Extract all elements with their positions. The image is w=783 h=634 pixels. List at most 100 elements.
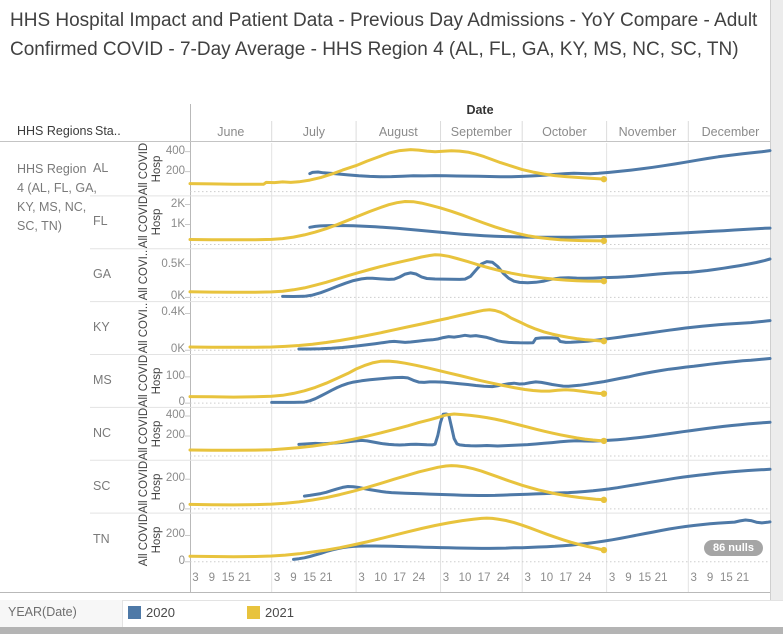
vertical-scrollbar-track[interactable]: [770, 0, 783, 600]
legend-title-cell: [0, 600, 123, 627]
day-tick-label: 9: [290, 572, 297, 584]
state-row-header-fl[interactable]: FL: [93, 214, 108, 229]
series-line-2020-KY[interactable]: [297, 319, 772, 351]
day-tick-label: 9: [625, 572, 632, 584]
series-endpoint-dot-KY[interactable]: [600, 337, 608, 345]
y-tick-label: 400: [165, 144, 185, 157]
day-tick-label: 15: [638, 572, 652, 584]
series-line-2020-NC[interactable]: [297, 412, 772, 448]
series-line-2021-NC[interactable]: [188, 412, 606, 452]
day-tick-label: 10: [458, 572, 472, 584]
month-label-november[interactable]: November: [618, 125, 677, 139]
month-label-july[interactable]: July: [302, 125, 325, 139]
day-tick-label: 3: [442, 572, 450, 584]
y-tick-label: 0.4K: [161, 306, 185, 319]
series-endpoint-dot-AL[interactable]: [600, 175, 608, 183]
day-tick-label: 24: [412, 572, 426, 584]
day-tick-label: 15: [720, 572, 733, 584]
y-tick-label: 200: [165, 472, 185, 485]
legend-swatch-2020[interactable]: [128, 606, 141, 619]
legend-item-label-2020[interactable]: 2020: [146, 605, 175, 620]
state-row-header-tn[interactable]: TN: [93, 531, 110, 546]
day-tick-label: 3: [358, 572, 365, 584]
state-row-header-al[interactable]: AL: [93, 161, 109, 176]
series-line-2021-GA[interactable]: [188, 253, 606, 294]
y-tick-label: 0K: [170, 290, 185, 303]
day-tick-label: 10: [540, 572, 554, 584]
y-tick-label: 100: [165, 369, 185, 382]
y-tick-label: 200: [165, 429, 185, 442]
series-line-2020-SC[interactable]: [302, 467, 772, 498]
state-row-header-ky[interactable]: KY: [93, 320, 110, 335]
month-label-december[interactable]: December: [701, 125, 760, 139]
series-line-2021-MS[interactable]: [188, 359, 606, 399]
series-line-2021-SC[interactable]: [188, 464, 606, 507]
y-tick-label: 0.5K: [161, 257, 185, 270]
day-tick-label: 3: [524, 572, 531, 584]
y-tick-label: 0K: [170, 343, 185, 356]
day-tick-label: 17: [559, 572, 573, 584]
day-tick-label: 21: [654, 572, 668, 584]
column-header-state[interactable]: Sta..: [95, 124, 121, 138]
legend-swatch-2021[interactable]: [247, 606, 260, 619]
y-tick-label: 200: [165, 164, 185, 177]
series-line-2021-KY[interactable]: [188, 308, 606, 349]
day-tick-label: 10: [374, 572, 387, 584]
state-row-header-ms[interactable]: MS: [93, 372, 112, 387]
state-row-header-ga[interactable]: GA: [93, 267, 112, 282]
day-tick-label: 24: [496, 572, 510, 584]
month-label-august[interactable]: August: [378, 125, 418, 139]
series-endpoint-dot-TN[interactable]: [600, 546, 608, 554]
day-tick-label: 24: [578, 572, 592, 584]
day-tick-label: 3: [608, 572, 616, 584]
day-tick-label: 21: [319, 572, 333, 584]
series-line-2021-TN[interactable]: [188, 516, 606, 559]
day-tick-label: 3: [690, 572, 697, 584]
series-endpoint-dot-SC[interactable]: [600, 496, 608, 504]
region-row-header[interactable]: HHS Region: [17, 162, 87, 176]
day-tick-label: 3: [192, 572, 199, 584]
page-title: HHS Hospital Impact and Patient Data - P…: [10, 10, 758, 60]
month-label-october[interactable]: October: [542, 125, 587, 139]
day-tick-label: 9: [208, 572, 215, 584]
y-tick-label: 0: [178, 501, 185, 514]
day-tick-label: 15: [221, 572, 235, 584]
y-tick-label: 0: [178, 554, 185, 567]
day-tick-label: 21: [736, 572, 750, 584]
series-line-2021-AL[interactable]: [188, 148, 606, 186]
day-tick-label: 3: [273, 572, 281, 584]
day-tick-label: 17: [477, 572, 491, 584]
series-line-2020-GA[interactable]: [281, 257, 772, 298]
day-tick-label: 15: [303, 572, 317, 584]
legend-item-label-2021[interactable]: 2021: [265, 605, 294, 620]
y-tick-label: 400: [165, 409, 185, 422]
legend-title: YEAR(Date): [8, 605, 77, 619]
horizontal-scrollbar[interactable]: [0, 627, 783, 634]
series-line-2020-MS[interactable]: [270, 357, 772, 404]
series-line-2021-FL[interactable]: [188, 200, 606, 243]
column-header-hhs-regions[interactable]: HHS Regions: [17, 124, 93, 138]
y-tick-label: 1K: [170, 217, 185, 230]
day-tick-label: 21: [238, 572, 251, 584]
state-row-header-nc[interactable]: NC: [93, 425, 112, 440]
series-endpoint-dot-GA[interactable]: [600, 277, 608, 285]
day-tick-label: 9: [706, 572, 714, 584]
series-endpoint-dot-NC[interactable]: [600, 437, 608, 445]
y-tick-label: 2K: [170, 197, 185, 210]
date-axis-header: Date: [466, 103, 494, 117]
series-line-2020-FL[interactable]: [308, 224, 772, 239]
y-tick-label: 0: [178, 396, 185, 409]
month-label-june[interactable]: June: [217, 125, 245, 139]
series-endpoint-dot-FL[interactable]: [600, 237, 608, 245]
month-label-september[interactable]: September: [450, 125, 512, 139]
series-endpoint-dot-MS[interactable]: [600, 390, 608, 397]
day-tick-label: 17: [393, 572, 407, 584]
state-row-header-sc[interactable]: SC: [93, 478, 111, 493]
region-row-header[interactable]: 4 (AL, FL, GA,: [17, 181, 97, 195]
region-row-header[interactable]: KY, MS, NC,: [17, 200, 87, 214]
y-tick-label: 200: [165, 528, 185, 541]
nulls-indicator-badge[interactable]: 86 nulls: [704, 540, 763, 556]
series-line-2020-TN[interactable]: [292, 518, 772, 561]
region-row-header[interactable]: SC, TN): [17, 219, 62, 233]
